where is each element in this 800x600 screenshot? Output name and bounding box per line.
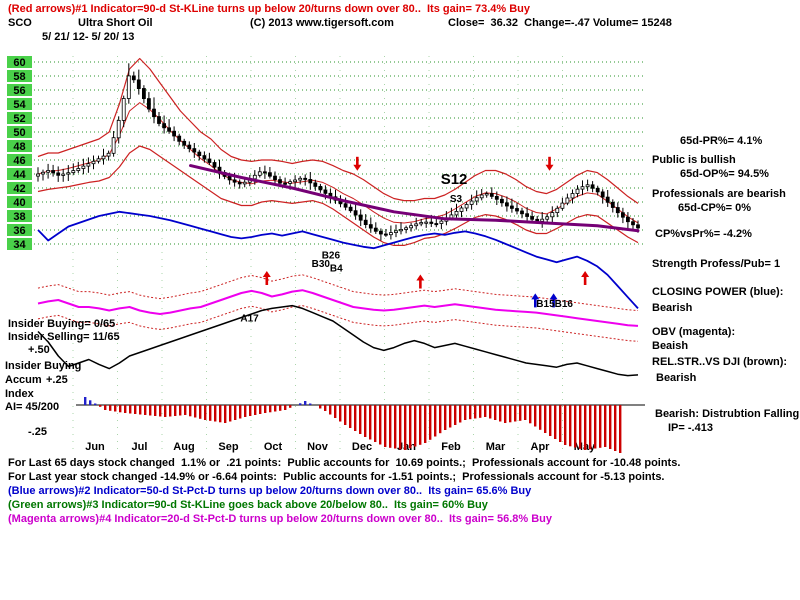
svg-text:A17: A17	[240, 314, 259, 325]
obv-bands	[37, 274, 639, 342]
insider-selling-count: Insider Selling= 11/65	[8, 331, 120, 343]
svg-text:54: 54	[13, 99, 26, 111]
svg-text:48: 48	[13, 141, 25, 153]
svg-text:Sep: Sep	[218, 441, 238, 453]
svg-text:B4: B4	[330, 263, 343, 274]
indicator-3-legend: (Green arrows)#3 Indicator=90-d St-KLine…	[8, 499, 488, 511]
svg-text:B15: B15	[536, 299, 555, 310]
cp-percent-value: 65d-CP%= 0%	[678, 202, 752, 214]
svg-text:Oct: Oct	[264, 441, 283, 453]
svg-text:Dec: Dec	[352, 441, 372, 453]
accum-title-line2: Accum	[5, 374, 42, 386]
ma-200-line	[189, 164, 640, 233]
svg-text:60: 60	[13, 57, 25, 69]
accum-title-line3: Index	[5, 388, 34, 400]
svg-text:40: 40	[13, 197, 25, 209]
price-axis-labels: 60 58 56 54 52 50 48 46 44 42 40 38 36 34	[7, 56, 32, 251]
closing-power-title: CLOSING POWER (blue):	[652, 286, 784, 298]
accum-scale-plus25: +.25	[46, 374, 68, 386]
professional-sentiment: Professionals are bearish	[652, 188, 786, 200]
ai-ratio: AI= 45/200	[5, 401, 60, 413]
svg-text:Aug: Aug	[173, 441, 194, 453]
svg-text:Jul: Jul	[132, 441, 148, 453]
indicator-1-legend: (Red arrows)#1 Indicator=90-d St-KLine t…	[8, 3, 531, 15]
obv-status: Beaish	[652, 340, 689, 352]
svg-text:58: 58	[13, 71, 25, 83]
svg-text:50: 50	[13, 127, 25, 139]
month-gridlines	[72, 56, 563, 450]
svg-text:Apr: Apr	[531, 441, 551, 453]
quote-line: Close= 36.32 Change=-.47 Volume= 15248	[448, 17, 672, 29]
summary-year-line: For Last year stock changed -14.9% or -6…	[8, 471, 665, 483]
svg-text:56: 56	[13, 85, 25, 97]
indicator-4-legend: (Magenta arrows)#4 Indicator=20-d St-Pct…	[8, 513, 553, 525]
indicator-2-legend: (Blue arrows)#2 Indicator=50-d St-Pct-D …	[8, 485, 532, 497]
candlesticks	[36, 63, 640, 241]
svg-text:Feb: Feb	[441, 441, 461, 453]
svg-text:46: 46	[13, 155, 25, 167]
ip-value: IP= -.413	[668, 422, 713, 434]
price-gridlines	[34, 61, 646, 245]
svg-text:B16: B16	[555, 299, 574, 310]
relstr-status: Bearish	[656, 372, 697, 384]
obv-title: OBV (magenta):	[652, 326, 736, 338]
svg-text:Jan: Jan	[397, 441, 416, 453]
relstr-title: REL.STR..VS DJI (brown):	[652, 356, 788, 368]
accum-title-line1: Insider Buying	[5, 360, 82, 372]
date-range: 5/ 21/ 12- 5/ 20/ 13	[42, 31, 135, 43]
insider-buying-count: Insider Buying= 0/65	[8, 318, 116, 330]
cp-vs-pr-value: CP%vsPr%= -4.2%	[655, 228, 752, 240]
svg-text:Mar: Mar	[486, 441, 506, 453]
closing-power-status: Bearish	[652, 302, 693, 314]
svg-text:34: 34	[13, 239, 26, 251]
svg-text:B30: B30	[312, 259, 331, 270]
svg-text:S12: S12	[441, 171, 468, 188]
strength-ratio: Strength Profess/Pub= 1	[652, 258, 781, 270]
signal-arrows	[262, 156, 590, 308]
price-bands	[37, 57, 639, 246]
accum-scale-plus50: +.50	[28, 344, 50, 356]
verdict-text: Bearish: Distrubtion Falling	[655, 408, 800, 420]
copyright-text: (C) 2013 www.tigersoft.com	[250, 17, 394, 29]
svg-text:52: 52	[13, 113, 25, 125]
svg-text:36: 36	[13, 225, 25, 237]
accum-index-histogram	[76, 397, 645, 453]
op-percent-value: 65d-OP%= 94.5%	[680, 168, 769, 180]
closing-power-line	[37, 210, 639, 310]
svg-text:S3: S3	[450, 194, 463, 205]
public-sentiment: Public is bullish	[652, 154, 736, 166]
svg-text:Jun: Jun	[85, 441, 105, 453]
svg-text:38: 38	[13, 211, 25, 223]
svg-text:42: 42	[13, 183, 25, 195]
svg-text:B26: B26	[322, 251, 341, 262]
accum-scale-minus25: -.25	[28, 426, 47, 438]
pr-percent-value: 65d-PR%= 4.1%	[680, 135, 763, 147]
month-labels: JunJulAugSepOctNovDecJanFebMarAprMay	[85, 441, 596, 453]
summary-65day-line: For Last 65 days stock changed 1.1% or .…	[8, 457, 681, 469]
svg-text:Nov: Nov	[307, 441, 329, 453]
stock-name: Ultra Short Oil	[78, 17, 153, 29]
svg-text:44: 44	[13, 169, 26, 181]
rel-str-line	[37, 304, 639, 377]
obv-line	[37, 289, 639, 327]
ticker-symbol: SCO	[8, 17, 32, 29]
